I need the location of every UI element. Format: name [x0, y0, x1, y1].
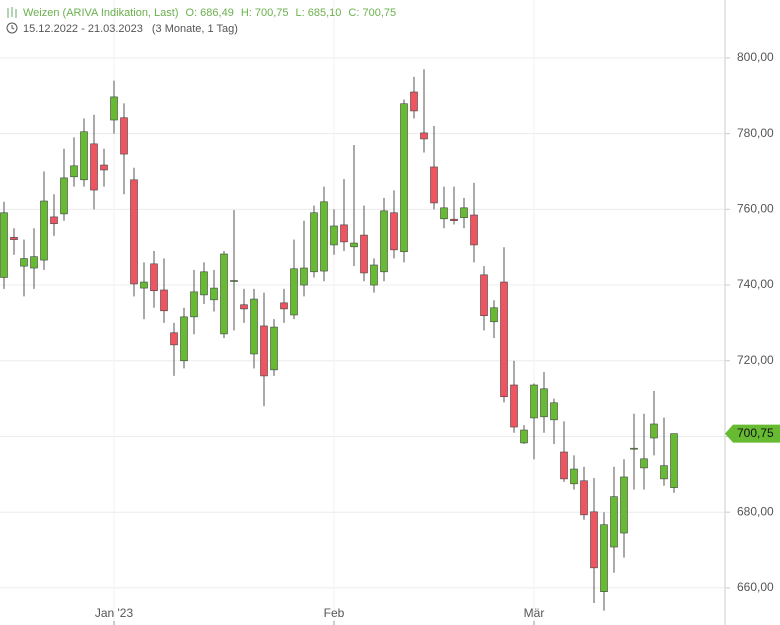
candle-body: [510, 384, 518, 428]
candle-body: [110, 96, 118, 121]
y-tick-label: 660,00: [737, 580, 774, 594]
chart-icon: [7, 7, 17, 18]
candle-body: [580, 480, 588, 516]
candle-body: [400, 103, 408, 253]
y-tick-label: 720,00: [737, 353, 774, 367]
ohlc-label: C: 700,75: [348, 7, 396, 19]
candle-body: [260, 325, 268, 377]
candle-body: [640, 458, 648, 469]
candle-body: [230, 280, 238, 282]
candle-body: [310, 212, 318, 273]
candle-body: [160, 289, 168, 312]
candle-body: [190, 291, 198, 318]
candle-body: [670, 433, 678, 488]
candle-body: [130, 179, 138, 285]
candle-body: [340, 224, 348, 243]
candle-body: [180, 316, 188, 362]
candle-body: [60, 177, 68, 215]
candle-body: [50, 216, 58, 225]
candle-body: [450, 218, 458, 221]
candle-body: [610, 496, 618, 548]
candle-body: [370, 264, 378, 286]
candle-body: [90, 143, 98, 191]
candle-body: [390, 212, 398, 251]
y-tick-label: 800,00: [737, 50, 774, 64]
candle-body: [330, 225, 338, 246]
candles: [0, 69, 678, 611]
candle-body: [70, 165, 78, 178]
candle-body: [440, 207, 448, 220]
last-price-badge: [725, 424, 780, 443]
candle-body: [620, 476, 628, 534]
chart-title: Weizen (ARIVA Indikation, Last): [23, 7, 179, 19]
candle-body: [480, 274, 488, 317]
candle-body: [550, 402, 558, 421]
candle-body: [10, 237, 18, 240]
header: Weizen (ARIVA Indikation, Last) 15.12.20…: [6, 7, 179, 35]
candle-body: [410, 91, 418, 112]
x-tick-label: Jan '23: [95, 606, 134, 620]
candle-body: [660, 465, 668, 480]
candle-body: [630, 447, 638, 450]
candle-body: [650, 423, 658, 439]
clock-icon: [6, 22, 18, 34]
candle-body: [470, 214, 478, 246]
candle-body: [240, 304, 248, 310]
candle-body: [220, 253, 228, 335]
candle-body: [170, 332, 178, 346]
candle-body: [320, 201, 328, 272]
candle-body: [530, 384, 538, 419]
ohlc-label: L: 685,10: [296, 7, 342, 19]
y-tick-label: 780,00: [737, 126, 774, 140]
ohlc-label: H: 700,75: [241, 7, 289, 19]
candle-body: [590, 511, 598, 569]
candle-body: [290, 268, 298, 316]
candle-body: [250, 298, 258, 355]
candle-body: [520, 429, 528, 444]
candle-body: [570, 468, 578, 485]
y-tick-label: 740,00: [737, 277, 774, 291]
candle-body: [300, 267, 308, 286]
candle-body: [540, 388, 548, 418]
candle-body: [420, 132, 428, 140]
candle-body: [270, 326, 278, 371]
candle-body: [80, 131, 88, 181]
candle-body: [430, 166, 438, 204]
last-price-label: 700,75: [737, 426, 774, 440]
x-tick-label: Mär: [524, 606, 545, 620]
candle-body: [30, 256, 38, 269]
period-note: (3 Monate, 1 Tag): [152, 23, 238, 35]
candle-body: [20, 258, 28, 267]
y-tick-label: 760,00: [737, 202, 774, 216]
ohlc-label: O: 686,49: [186, 7, 234, 19]
candle-body: [280, 302, 288, 310]
period: 15.12.2022 - 21.03.2023: [23, 23, 143, 35]
candle-body: [210, 287, 218, 301]
candle-body: [100, 164, 108, 171]
candle-body: [460, 207, 468, 218]
candle-body: [40, 200, 48, 261]
candle-body: [560, 451, 568, 480]
candle-body: [0, 212, 8, 278]
candle-body: [500, 281, 508, 398]
candle-body: [140, 281, 148, 289]
candle-body: [120, 117, 128, 155]
candle-body: [380, 210, 388, 273]
candle-body: [150, 263, 158, 292]
candle-body: [600, 524, 608, 592]
candle-body: [200, 271, 208, 296]
candle-body: [360, 234, 368, 274]
x-tick-label: Feb: [324, 606, 345, 620]
y-tick-label: 680,00: [737, 504, 774, 518]
candle-body: [350, 242, 358, 248]
candle-body: [490, 307, 498, 323]
